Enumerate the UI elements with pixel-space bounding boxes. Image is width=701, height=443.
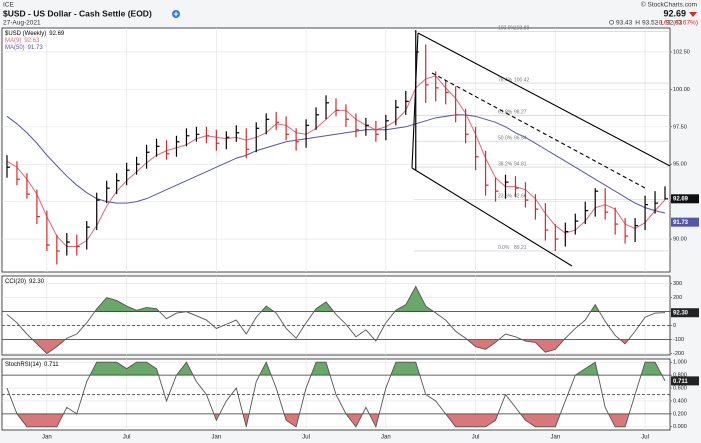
y-tick-label: 200 <box>673 295 682 301</box>
trendlines <box>411 32 671 267</box>
y-tick-label: 1.000 <box>673 360 687 366</box>
value-box <box>671 376 699 386</box>
fib-value: 96.54 <box>514 135 527 141</box>
fib-value: 98.27 <box>514 110 527 116</box>
y-tick-label: -200 <box>673 351 684 357</box>
value-box <box>671 217 699 227</box>
legend-value: 0.711 <box>44 362 59 368</box>
y-tick-label: 97.50 <box>673 124 687 130</box>
y-tick-label: 0.600 <box>673 385 687 391</box>
y-tick-label: -100 <box>673 337 684 343</box>
legend-value: 92.63 <box>24 38 40 44</box>
legend-entry: CCI(20) 92.30 <box>5 279 45 285</box>
fib-value: 94.81 <box>514 161 527 167</box>
legend-name: MA(50) <box>5 45 25 51</box>
panels: 90.0092.5095.0097.50100.00102.50100.0%10… <box>1 26 699 441</box>
indicator-line <box>6 285 666 355</box>
x-tick-label: Jul <box>302 435 310 441</box>
fib-label: 38.2% <box>498 161 513 167</box>
y-tick-label: 0.400 <box>673 398 687 404</box>
legend-name: $USD (Weekly) <box>5 31 46 37</box>
legend-entry: $USD (Weekly) 92.69 <box>5 31 65 37</box>
fib-value: 89.21 <box>514 245 527 251</box>
y-tick-label: 95.00 <box>673 162 687 168</box>
oversold-fill <box>6 413 666 427</box>
last-price: 92.69 <box>663 8 686 18</box>
y-tick-label: 0.200 <box>673 411 687 417</box>
x-tick-label: Jan <box>212 435 222 441</box>
fib-label: 76.4% <box>498 77 513 83</box>
legend-name: MA(9) <box>5 38 21 44</box>
fib-value: 103.88 <box>514 26 530 32</box>
panel <box>1 27 671 273</box>
upper-channel-line <box>417 32 671 167</box>
legend-entry: StochRSI(14) 0.711 <box>5 362 59 368</box>
copyright: © StockCharts.com <box>641 1 697 9</box>
legend-entry: MA(50) 91.73 <box>5 45 43 51</box>
x-tick-label: Jan <box>550 435 560 441</box>
fib-label: 0.0% <box>498 245 510 251</box>
low-value: 92.63 <box>666 20 683 27</box>
legend-name: CCI(20) <box>5 279 26 285</box>
indicator-line <box>6 361 666 429</box>
y-tick-label: 300 <box>673 281 682 287</box>
fib-value: 92.66 <box>514 194 527 200</box>
legend-entry: MA(9) 92.63 <box>5 38 40 44</box>
dashed-trend-line <box>431 72 646 189</box>
y-tick-label: 102.50 <box>673 49 690 55</box>
y-tick-label: 0 <box>673 323 676 329</box>
overbought-fill <box>6 362 666 376</box>
fib-value: 100.42 <box>514 77 530 83</box>
value-box <box>671 308 699 318</box>
value-box-label: 92.69 <box>673 197 689 203</box>
channel-edge <box>411 32 419 169</box>
overbought-fill <box>94 286 600 312</box>
open-value: 93.43 <box>616 20 633 27</box>
exchange: ICE <box>3 2 15 9</box>
page-title: $USD - US Dollar - Cash Settle (EOD) <box>3 8 152 18</box>
fib-label: 100.0% <box>498 26 516 32</box>
low-label: L <box>660 20 664 27</box>
add-icon-plus <box>173 11 179 17</box>
value-box <box>671 194 699 204</box>
y-tick-label: 90.00 <box>673 237 687 243</box>
high-label: H <box>635 20 640 27</box>
x-tick-label: Jul <box>472 435 480 441</box>
high-value: 93.52 <box>642 20 659 27</box>
y-tick-label: 100.00 <box>673 87 690 93</box>
panel <box>1 275 671 356</box>
value-box-label: 0.711 <box>673 379 688 385</box>
date: 27-Aug-2021 <box>3 20 41 27</box>
legend-value: 91.73 <box>28 45 44 51</box>
legend-value: 92.30 <box>29 279 45 285</box>
ma-line <box>6 114 666 214</box>
lower-channel-line <box>411 167 573 267</box>
x-tick-label: Jan <box>381 435 391 441</box>
y-tick-label: 0.800 <box>673 373 687 379</box>
fib-label: 61.8% <box>498 110 513 116</box>
down-arrow <box>689 12 697 17</box>
y-tick-label: 0.000 <box>673 424 687 430</box>
x-tick-label: Jul <box>123 435 131 441</box>
x-tick-label: Jan <box>42 435 52 441</box>
legend-name: StochRSI(14) <box>5 362 41 368</box>
open-label: O <box>609 20 614 27</box>
x-tick-label: Jul <box>641 435 649 441</box>
value-box-label: 91.73 <box>673 220 689 226</box>
fib-label: 50.0% <box>498 135 513 141</box>
value-box-label: 92.30 <box>673 311 689 317</box>
legend-value: 92.69 <box>49 31 65 37</box>
change: -0.61 (-0.67%) <box>656 20 698 27</box>
